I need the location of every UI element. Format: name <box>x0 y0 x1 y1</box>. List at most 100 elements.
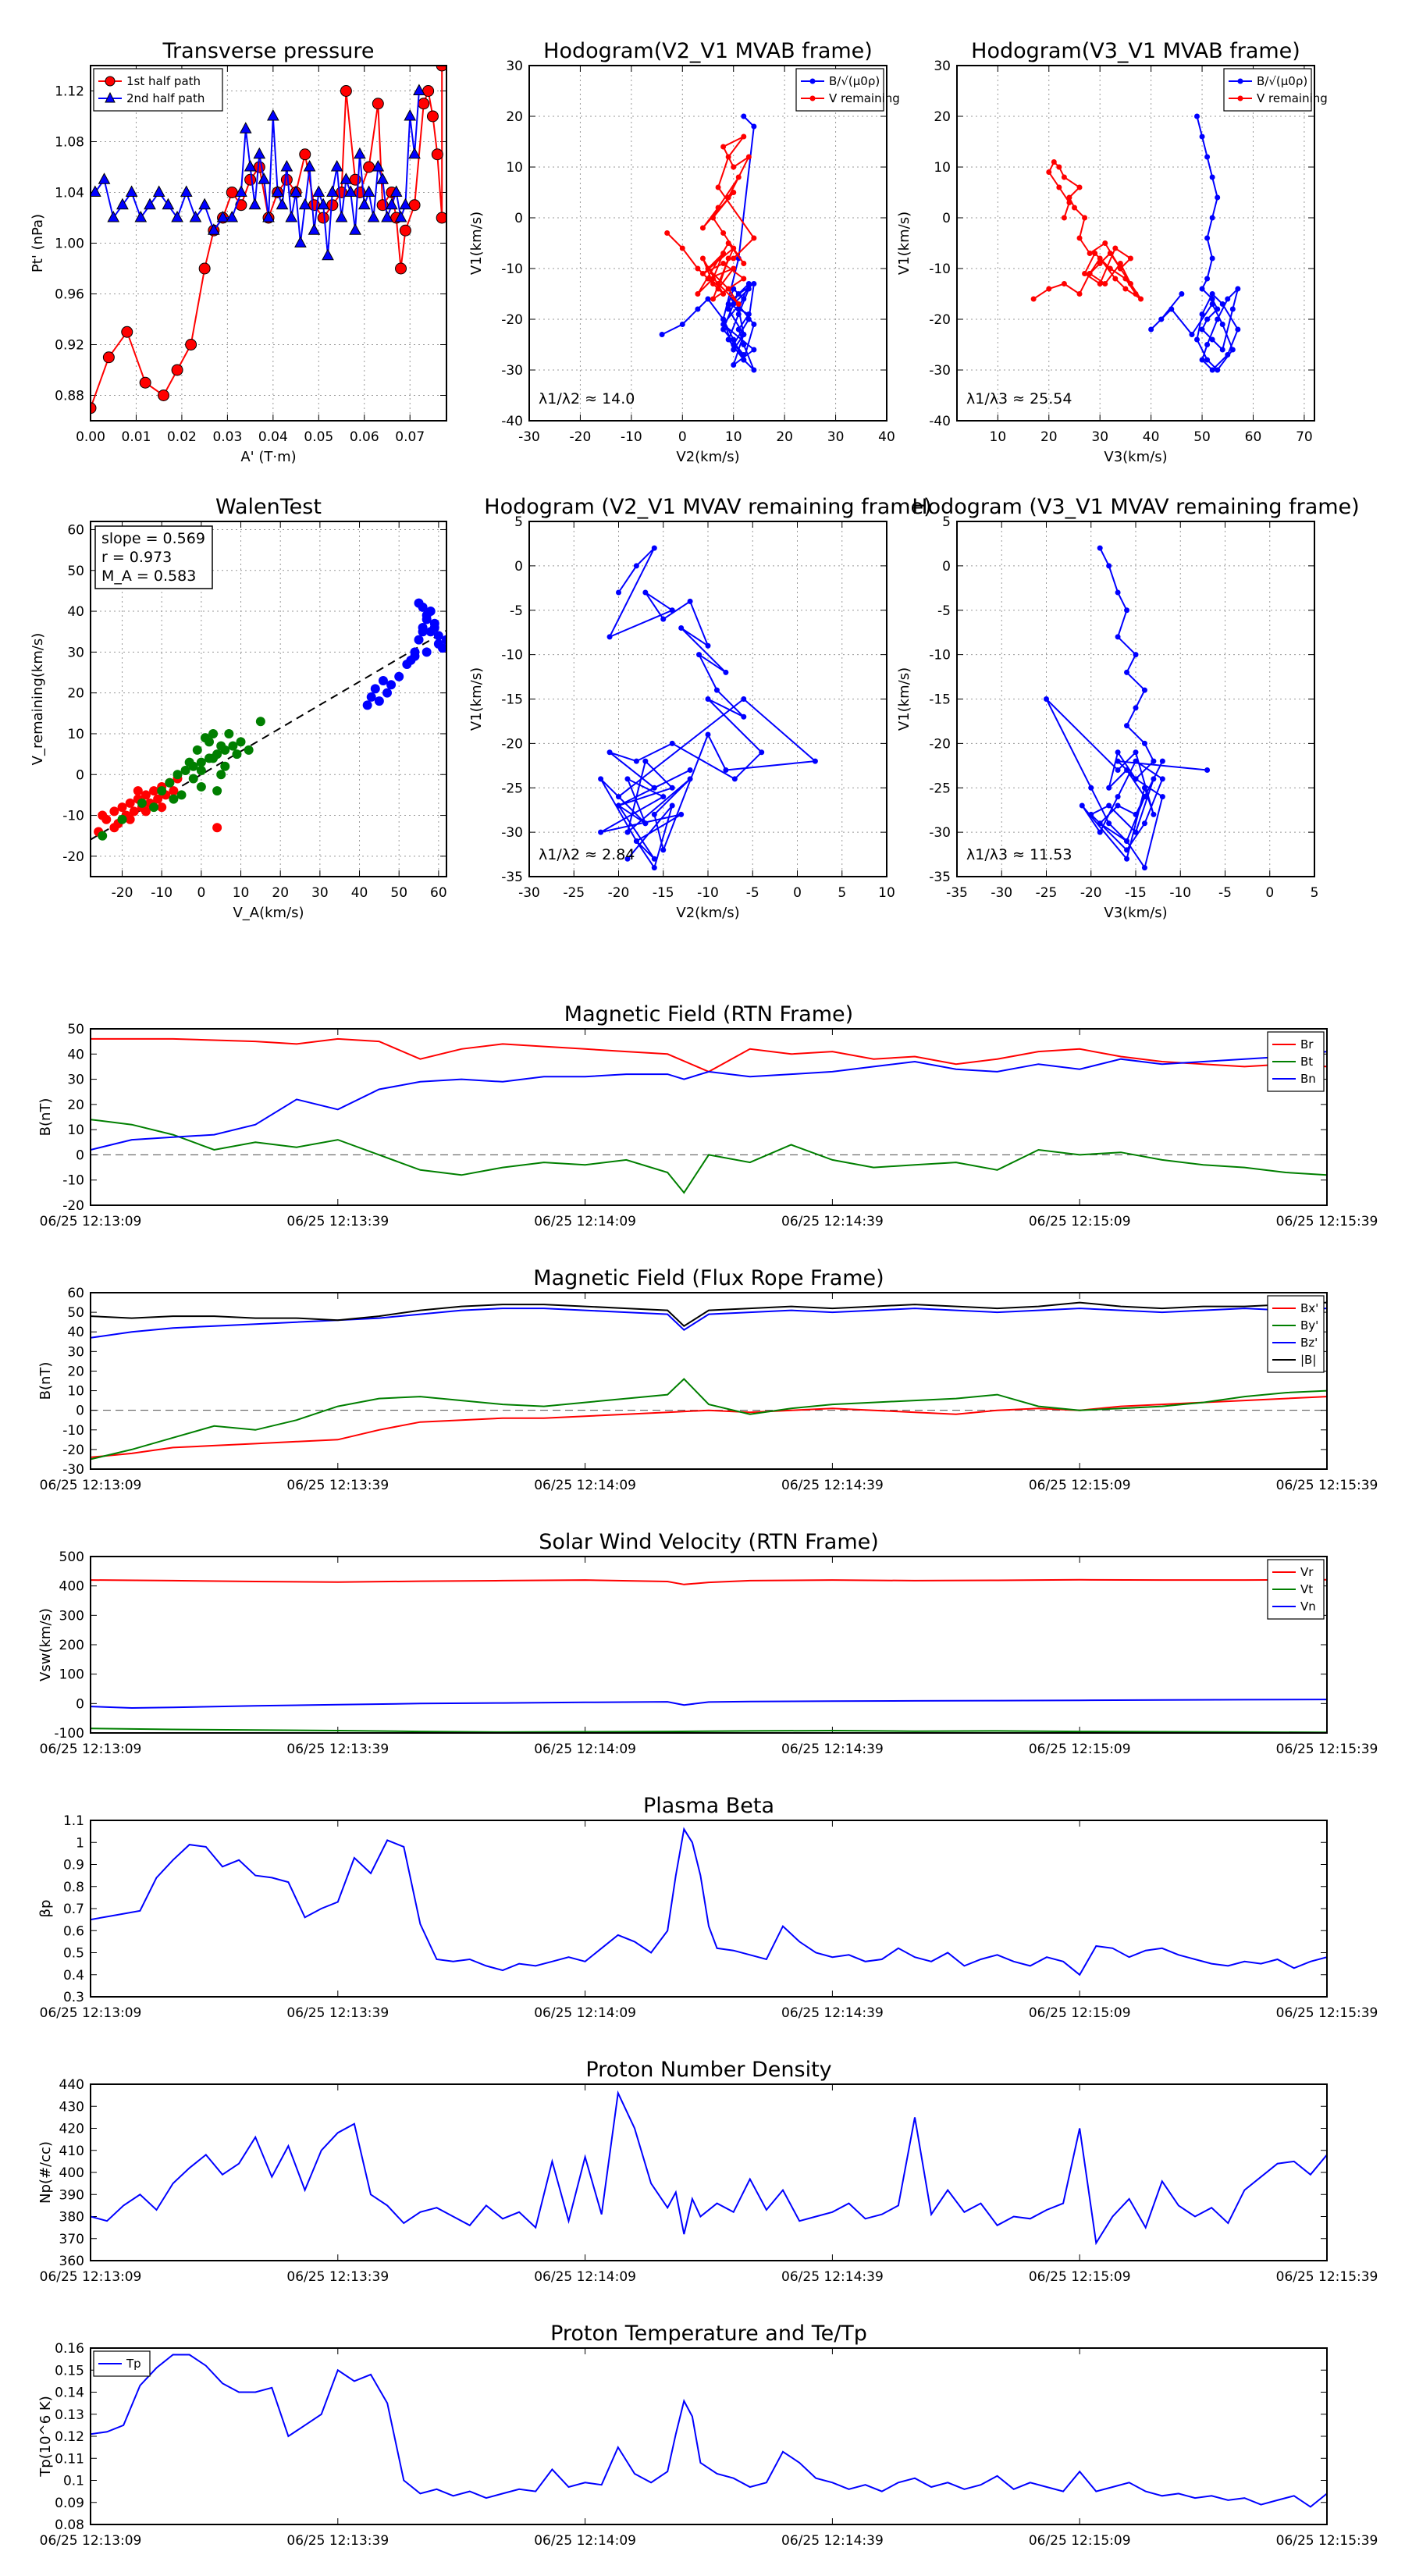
data-point <box>248 197 261 210</box>
data-point <box>1124 838 1130 844</box>
x-tick-label: 0 <box>793 885 802 901</box>
y-tick-label: 0 <box>514 559 523 575</box>
stats-line: M_A = 0.583 <box>101 568 196 585</box>
x-tick-label: 06/25 12:14:09 <box>534 2005 636 2021</box>
y-tick-label: 10 <box>506 160 523 176</box>
data-point <box>1115 767 1121 773</box>
data-point <box>1179 291 1185 297</box>
data-point <box>720 322 727 327</box>
data-point <box>116 197 129 210</box>
data-point <box>389 185 403 197</box>
data-point <box>1204 767 1211 773</box>
data-point <box>715 281 721 286</box>
x-tick-label: 10 <box>878 885 895 901</box>
data-point <box>267 109 279 121</box>
data-point <box>633 758 639 764</box>
y-tick-label: 0.7 <box>63 1902 84 1917</box>
data-point <box>669 607 675 614</box>
y-tick-label: -10 <box>62 1423 84 1439</box>
x-tick-label: -5 <box>1218 885 1232 901</box>
data <box>91 2354 1327 2508</box>
stats-line: slope = 0.569 <box>101 530 205 547</box>
plot-frame <box>956 521 1315 877</box>
data-point <box>720 326 727 333</box>
ticks: 06/25 12:13:09 06/25 12:13:39 06/25 12:14:… <box>40 2077 1378 2285</box>
y-tick-label: 380 <box>59 2210 84 2226</box>
data-point <box>418 98 430 110</box>
data-point <box>117 802 127 813</box>
legend: 1st half path 2nd half path <box>93 68 223 112</box>
eigenvalue-ratio-label: λ1/λ3 ≈ 11.53 <box>966 846 1072 863</box>
legend-label: Bx' <box>1300 1301 1318 1315</box>
data-point <box>696 652 702 658</box>
data-point <box>699 255 706 262</box>
plot-background <box>529 66 887 421</box>
data-point <box>751 235 757 241</box>
y-tick-label: 1.12 <box>55 84 84 100</box>
data-point <box>1046 169 1052 175</box>
y-tick-label: 410 <box>59 2144 84 2159</box>
y-tick-label: -30 <box>501 363 523 379</box>
data-point <box>1115 802 1121 809</box>
data-point <box>196 757 206 767</box>
data-point <box>713 687 720 693</box>
data-point <box>1209 336 1215 343</box>
y-axis-label: V1(km/s) <box>468 667 485 731</box>
x-tick-label: -15 <box>1125 885 1147 901</box>
y-tick-label: 10 <box>67 1384 84 1400</box>
x-tick-label: -30 <box>991 885 1012 901</box>
data-point <box>171 210 183 222</box>
data-point <box>741 342 747 347</box>
data-point <box>687 767 693 773</box>
y-tick-label: -10 <box>62 809 84 824</box>
data-point <box>413 84 425 95</box>
y-tick-label: 0.1 <box>63 2474 84 2489</box>
data-point <box>224 728 234 738</box>
series-vt-line <box>91 1727 1327 1733</box>
chart-title: Proton Number Density <box>585 2058 831 2082</box>
y-axis-label: V1(km/s) <box>896 667 912 731</box>
data-point <box>426 110 439 123</box>
data-point <box>1076 184 1083 190</box>
x-tick-label: 06/25 12:15:39 <box>1276 2005 1378 2021</box>
chart-title: Hodogram (V2_V1 MVAV remaining frame) <box>484 495 931 519</box>
data-point <box>741 352 747 358</box>
data-point <box>188 774 198 784</box>
data-point <box>695 306 701 312</box>
y-tick-label: 0.4 <box>63 1968 84 1984</box>
data-point <box>442 635 446 645</box>
data-point <box>196 766 206 776</box>
y-tick-label: -30 <box>929 363 951 379</box>
x-tick-label: 06/25 12:15:39 <box>1276 1478 1378 1493</box>
legend: B/√(μ0ρ) V remaining <box>1223 68 1328 112</box>
legend-marker <box>105 91 116 103</box>
data-point <box>735 174 742 180</box>
data-point <box>107 210 120 222</box>
x-tick-label: 5 <box>838 885 846 901</box>
data-point <box>1209 255 1215 262</box>
data-point <box>1219 322 1225 327</box>
data-point <box>1117 261 1123 266</box>
x-axis-label: A' (T·m) <box>240 449 296 465</box>
y-tick-label: 40 <box>67 1325 84 1340</box>
x-tick-label: 10 <box>990 429 1007 445</box>
y-tick-label: 1.08 <box>55 135 84 151</box>
data-point <box>399 197 412 210</box>
series-bx--line <box>91 1396 1327 1458</box>
data-point <box>152 185 165 197</box>
data-point <box>285 210 298 222</box>
data-point <box>1225 296 1231 302</box>
data-point <box>1092 251 1098 256</box>
data-point <box>751 347 757 353</box>
data-point <box>376 173 389 184</box>
data-point <box>606 749 613 756</box>
series-v-remaining-line <box>1045 547 1208 870</box>
data-point <box>404 109 417 121</box>
legend: B/√(μ0ρ) V remaining <box>795 68 900 112</box>
data-point <box>731 342 737 347</box>
data-point <box>326 185 339 197</box>
legend-label: 1st half path <box>126 74 201 88</box>
legend-label: Br <box>1300 1037 1314 1051</box>
data-point <box>1082 215 1088 221</box>
series-vr-line <box>91 1578 1327 1585</box>
